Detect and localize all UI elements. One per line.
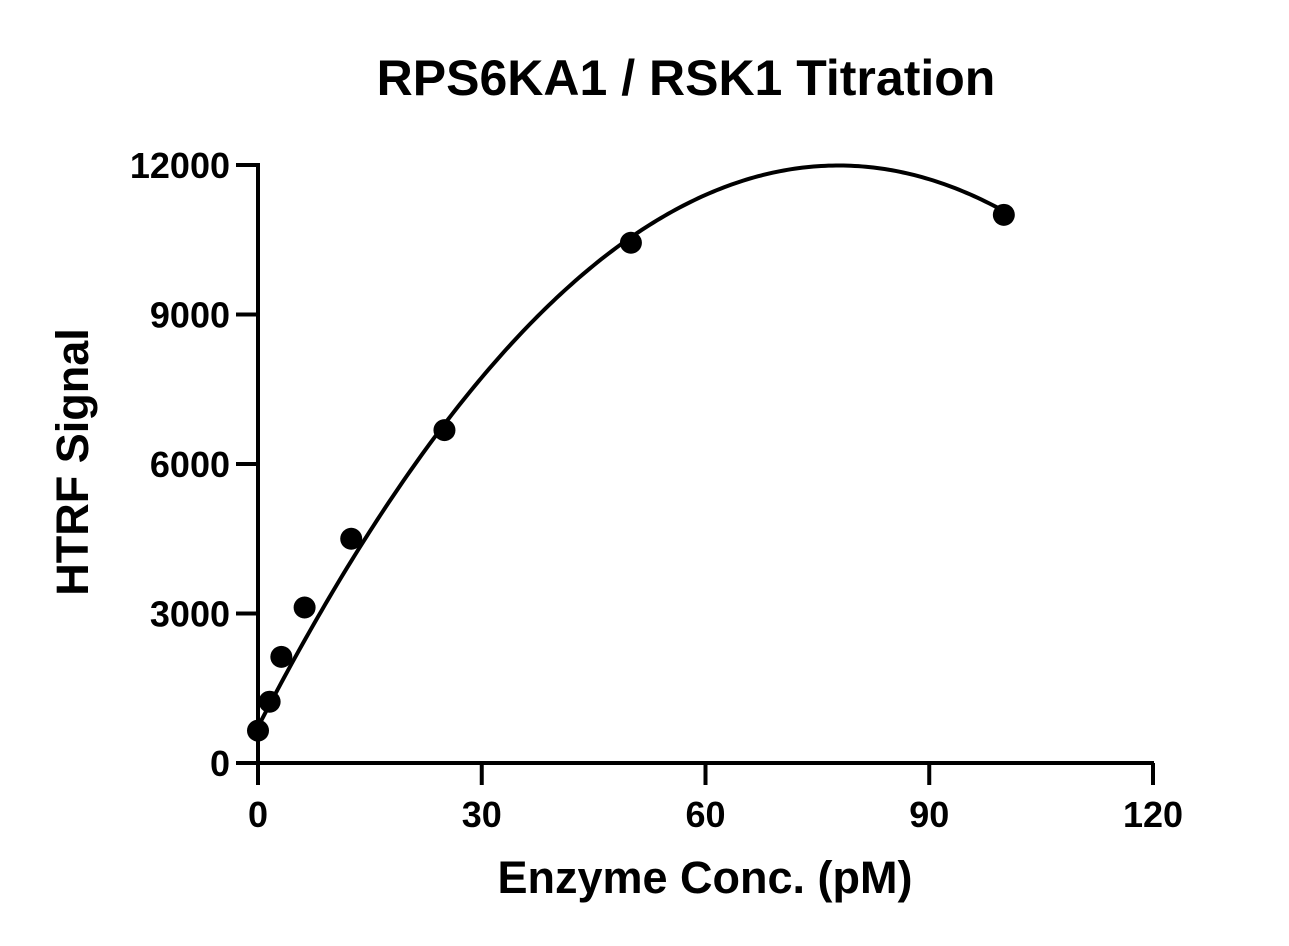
x-axis-label: Enzyme Conc. (pM): [497, 852, 912, 903]
x-tick-label: 0: [248, 794, 268, 835]
data-points: [247, 203, 1015, 742]
y-tick-label: 3000: [150, 594, 230, 635]
x-tick-label: 120: [1123, 794, 1183, 835]
data-point: [340, 527, 363, 550]
data-point: [992, 203, 1015, 226]
y-tick-label: 6000: [150, 444, 230, 485]
data-point: [619, 231, 642, 254]
x-tick-label: 30: [462, 794, 502, 835]
data-point: [247, 719, 269, 742]
data-point: [258, 690, 281, 713]
data-point: [293, 596, 316, 619]
x-tick-label: 60: [685, 794, 725, 835]
x-tick-label: 90: [909, 794, 949, 835]
chart-title: RPS6KA1 / RSK1 Titration: [377, 50, 996, 106]
y-tick-label: 9000: [150, 295, 230, 336]
data-point: [433, 419, 456, 442]
y-ticks: 0 3000 6000 9000 12000: [130, 145, 258, 784]
y-tick-label: 0: [210, 743, 230, 784]
y-tick-label: 12000: [130, 145, 230, 186]
y-axis-label: HTRF Signal: [47, 328, 98, 596]
axes: [256, 163, 1154, 765]
data-point: [270, 645, 293, 668]
x-ticks: 0 30 60 90 120: [248, 763, 1183, 835]
